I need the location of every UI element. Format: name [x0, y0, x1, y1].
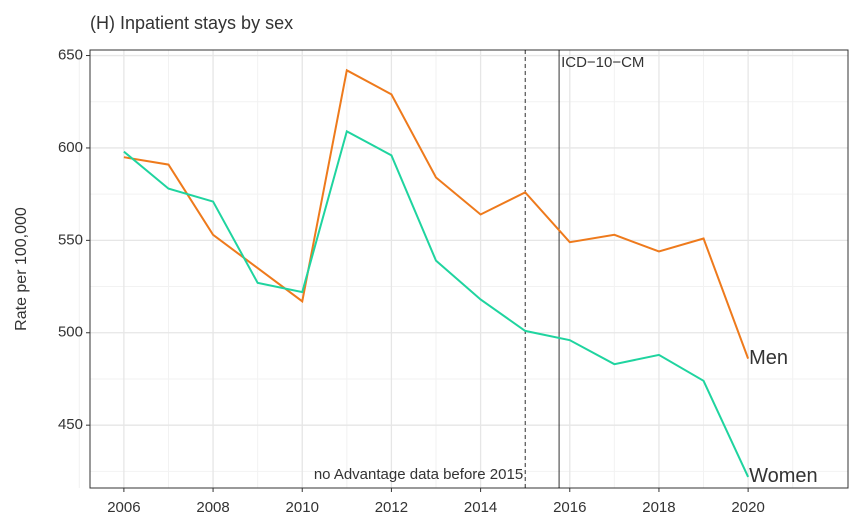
chart-title: (H) Inpatient stays by sex: [90, 13, 293, 33]
x-tick-label: 2010: [286, 499, 319, 516]
annotation: no Advantage data before 2015: [314, 466, 523, 483]
x-tick-label: 2016: [553, 499, 586, 516]
y-tick-label: 550: [58, 231, 83, 248]
y-tick-label: 450: [58, 416, 83, 433]
y-tick-label: 500: [58, 324, 83, 341]
x-tick-label: 2018: [642, 499, 675, 516]
panel-border: [89, 49, 849, 489]
series-line: [123, 68, 750, 359]
x-tick-label: 2020: [731, 499, 764, 516]
y-tick-label: 650: [58, 47, 83, 64]
x-tick-label: 2006: [107, 499, 140, 516]
x-tick-label: 2014: [464, 499, 497, 516]
annotation: ICD−10−CM: [561, 54, 644, 71]
series-label: Women: [749, 465, 818, 487]
y-tick-label: 600: [58, 139, 83, 156]
series-line: [123, 129, 750, 478]
x-tick-label: 2008: [196, 499, 229, 516]
series-label: Men: [749, 347, 788, 369]
y-axis-label: Rate per 100,000: [13, 207, 30, 331]
x-tick-label: 2012: [375, 499, 408, 516]
